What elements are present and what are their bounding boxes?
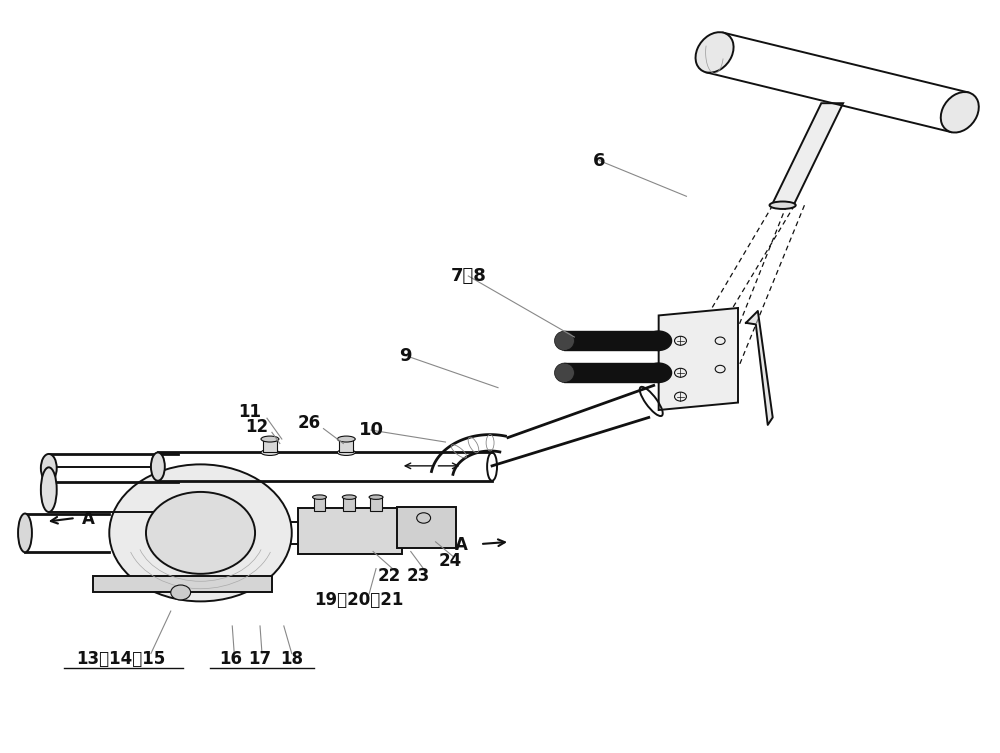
Polygon shape <box>746 311 773 425</box>
Text: 6: 6 <box>593 151 605 169</box>
Text: 13、14、15: 13、14、15 <box>77 651 166 669</box>
Ellipse shape <box>555 363 574 383</box>
Circle shape <box>417 513 431 523</box>
Text: 16: 16 <box>219 651 242 669</box>
Ellipse shape <box>555 331 574 350</box>
Ellipse shape <box>941 92 979 133</box>
Text: 7、8: 7、8 <box>450 267 486 285</box>
Ellipse shape <box>313 495 326 499</box>
Ellipse shape <box>770 202 796 209</box>
Ellipse shape <box>342 495 356 499</box>
Bar <box>93 576 272 593</box>
Text: 11: 11 <box>239 404 262 421</box>
Ellipse shape <box>18 514 32 552</box>
Text: 10: 10 <box>359 421 384 439</box>
Polygon shape <box>772 103 843 206</box>
Bar <box>370 497 382 511</box>
Circle shape <box>146 492 255 574</box>
Bar <box>263 439 277 453</box>
Ellipse shape <box>337 436 355 442</box>
Ellipse shape <box>696 32 734 73</box>
Text: 12: 12 <box>245 418 269 436</box>
Circle shape <box>646 331 672 350</box>
Ellipse shape <box>41 454 57 482</box>
Circle shape <box>171 585 191 600</box>
Ellipse shape <box>261 436 279 442</box>
FancyBboxPatch shape <box>298 508 402 553</box>
Bar <box>343 497 355 511</box>
Text: 24: 24 <box>439 552 462 570</box>
Bar <box>314 497 325 511</box>
Circle shape <box>646 363 672 383</box>
Text: 17: 17 <box>248 651 272 669</box>
Text: 9: 9 <box>400 346 412 364</box>
Text: 22: 22 <box>377 567 401 585</box>
Ellipse shape <box>369 495 383 499</box>
Text: A: A <box>455 536 468 553</box>
Text: 23: 23 <box>407 567 430 585</box>
Ellipse shape <box>151 453 165 480</box>
Ellipse shape <box>41 468 57 512</box>
Bar <box>339 439 353 453</box>
Ellipse shape <box>337 450 355 456</box>
FancyBboxPatch shape <box>397 507 456 547</box>
Text: 19、20、21: 19、20、21 <box>314 591 404 609</box>
Text: 26: 26 <box>298 413 321 431</box>
Text: A: A <box>82 511 94 529</box>
Text: 18: 18 <box>280 651 303 669</box>
Circle shape <box>109 465 292 602</box>
Ellipse shape <box>261 450 279 456</box>
Polygon shape <box>659 308 738 410</box>
